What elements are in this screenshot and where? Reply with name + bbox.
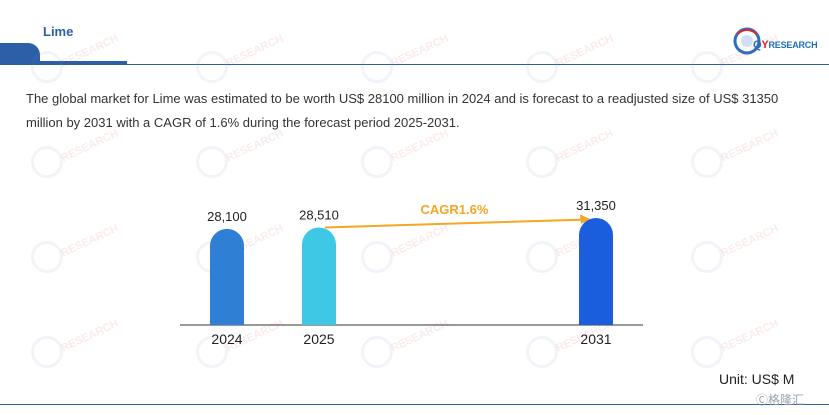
value-label-2024: 28,100 xyxy=(207,209,247,224)
cagr-arrow-head xyxy=(580,214,590,224)
tick-label-2031: 2031 xyxy=(580,331,611,347)
cagr-label: CAGR1.6% xyxy=(421,202,489,217)
value-label-2031: 31,350 xyxy=(576,198,616,213)
header-divider xyxy=(0,64,829,65)
market-description: The global market for Lime was estimated… xyxy=(26,91,779,130)
value-label-2025: 28,510 xyxy=(299,207,339,222)
bar-2025 xyxy=(302,227,336,325)
page-title: Lime xyxy=(43,24,74,39)
bar-2031 xyxy=(579,218,613,325)
header-underline-accent xyxy=(0,61,127,65)
qyresearch-logo-icon xyxy=(733,27,761,55)
header-tab-accent xyxy=(0,43,40,64)
bar-2024 xyxy=(210,228,244,325)
logo-text: QYRESEARCH xyxy=(753,39,818,51)
tick-label-2024: 2024 xyxy=(211,331,242,347)
source-mark: Ⓒ格隆汇 xyxy=(756,393,805,407)
unit-label: Unit: US$ M xyxy=(719,371,795,387)
footer-divider xyxy=(0,404,829,405)
cagr-arrow-line xyxy=(324,218,585,229)
tick-label-2025: 2025 xyxy=(303,331,334,347)
